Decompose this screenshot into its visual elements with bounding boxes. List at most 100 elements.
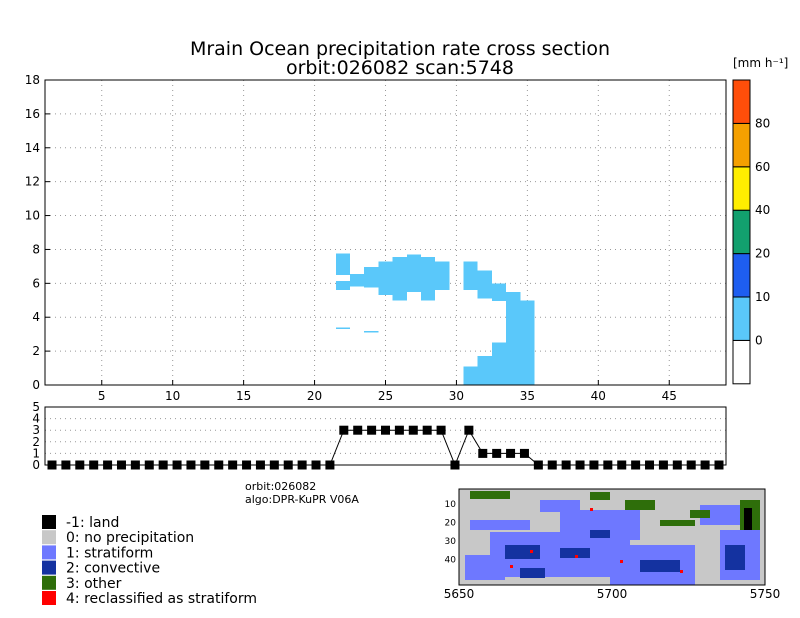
map-land-region [744, 508, 752, 530]
map-convective-region [520, 568, 545, 578]
rain-cell [350, 274, 365, 287]
map-convective-region [640, 560, 680, 572]
x-tick-label: 25 [378, 389, 393, 403]
legend-swatch [42, 591, 56, 605]
profile-y-label: 3 [32, 423, 40, 437]
legend-swatch [42, 530, 56, 545]
map-convective-region [590, 530, 610, 538]
map-convective-region [505, 545, 540, 559]
rain-cell [335, 280, 351, 291]
colorbar-label: 20 [755, 247, 770, 261]
rain-cell [435, 267, 450, 291]
profile-point [381, 425, 390, 435]
profile-point [478, 448, 488, 458]
map-other-region [660, 520, 695, 526]
map-x-label: 5750 [750, 587, 781, 601]
colorbar-unit-label: [mm h⁻¹] [733, 56, 788, 70]
map-convective-region [725, 545, 745, 570]
colorbar: 0 10 20 40 60 80 [732, 79, 770, 385]
map-stratiform-region [470, 520, 530, 530]
profile-area [45, 407, 726, 465]
rain-type-map: 10 20 30 40 5650 5700 5750 [444, 488, 781, 601]
legend-swatch [42, 575, 56, 590]
rain-cell [420, 257, 436, 301]
profile-y-label: 5 [32, 400, 40, 414]
profile-point [506, 448, 516, 458]
x-tick-label: 10 [165, 389, 180, 403]
y-tick-label: 12 [25, 175, 40, 189]
y-tick-label: 0 [32, 378, 40, 392]
x-tick-label: 40 [591, 389, 606, 403]
rain-cell [435, 261, 450, 268]
rain-cell [491, 342, 507, 385]
profile-point [436, 425, 446, 435]
rain-cell [477, 270, 492, 299]
legend-swatch [42, 545, 56, 560]
rain-cell [335, 327, 351, 330]
map-reclass-pixel [575, 555, 578, 558]
colorbar-bin [732, 209, 751, 255]
profile-y-label: 4 [32, 412, 40, 426]
legend-label: 1: stratiform [66, 545, 153, 561]
colorbar-label: 60 [755, 160, 770, 174]
x-tick-label: 15 [236, 389, 251, 403]
legend-swatch [42, 515, 56, 529]
colorbar-label: 10 [755, 290, 770, 304]
y-tick-label: 14 [25, 141, 40, 155]
legend-label: 2: convective [66, 561, 160, 577]
plot-frame [44, 79, 727, 386]
profile-y-label: 2 [32, 435, 40, 449]
y-tick-label: 18 [25, 73, 40, 87]
legend-label: -1: land [66, 515, 119, 531]
map-y-label: 10 [445, 500, 457, 510]
colorbar-bin [732, 339, 751, 385]
colorbar-label: 40 [755, 203, 770, 217]
info-algo: algo:DPR-KuPR V06A [245, 493, 359, 506]
y-tick-label: 2 [32, 344, 40, 358]
profile-point [464, 425, 474, 435]
legend-label: 3: other [66, 576, 122, 592]
chart-subtitle: orbit:026082 scan:5748 [286, 57, 514, 79]
colorbar-bin [732, 79, 751, 124]
profile-point [353, 425, 363, 435]
colorbar-label: 0 [755, 333, 763, 347]
y-tick-label: 4 [32, 310, 40, 324]
profile-point [408, 425, 418, 435]
rain-cell [392, 257, 407, 301]
profile-point [422, 425, 432, 435]
rain-cell [406, 254, 421, 292]
rain-cell [463, 366, 478, 385]
rain-cell [364, 330, 379, 333]
map-reclass-pixel [530, 550, 533, 553]
y-tick-label: 16 [25, 107, 40, 121]
colorbar-label: 80 [755, 116, 770, 130]
profile-y-label: 1 [32, 446, 40, 460]
profile-y-label: 0 [32, 458, 40, 472]
map-other-region [625, 500, 655, 510]
profile-frame [44, 406, 727, 466]
rain-cell [364, 267, 379, 288]
legend-label: 0: no precipitation [66, 530, 194, 546]
x-tick-label: 5 [98, 389, 106, 403]
x-tick-label: 30 [449, 389, 464, 403]
map-convective-region [560, 548, 590, 558]
map-y-label: 30 [445, 537, 457, 547]
map-reclass-pixel [680, 570, 683, 573]
colorbar-bin [732, 253, 751, 298]
map-other-region [690, 510, 710, 518]
colorbar-bin [732, 296, 751, 341]
map-reclass-pixel [590, 508, 593, 511]
info-orbit: orbit:026082 [245, 480, 316, 493]
profile-point [339, 425, 349, 435]
x-tick-label: 35 [520, 389, 535, 403]
map-frame [458, 488, 766, 586]
profile-point [519, 448, 529, 458]
rain-cell [491, 283, 507, 302]
colorbar-bin [732, 166, 751, 211]
map-reclass-pixel [510, 565, 513, 568]
cross-section-plot: 5 10 15 20 25 30 35 40 45 0 2 4 6 8 10 12 14 16 18 [25, 73, 727, 403]
profile-point [492, 448, 502, 458]
y-tick-label: 8 [32, 242, 40, 256]
